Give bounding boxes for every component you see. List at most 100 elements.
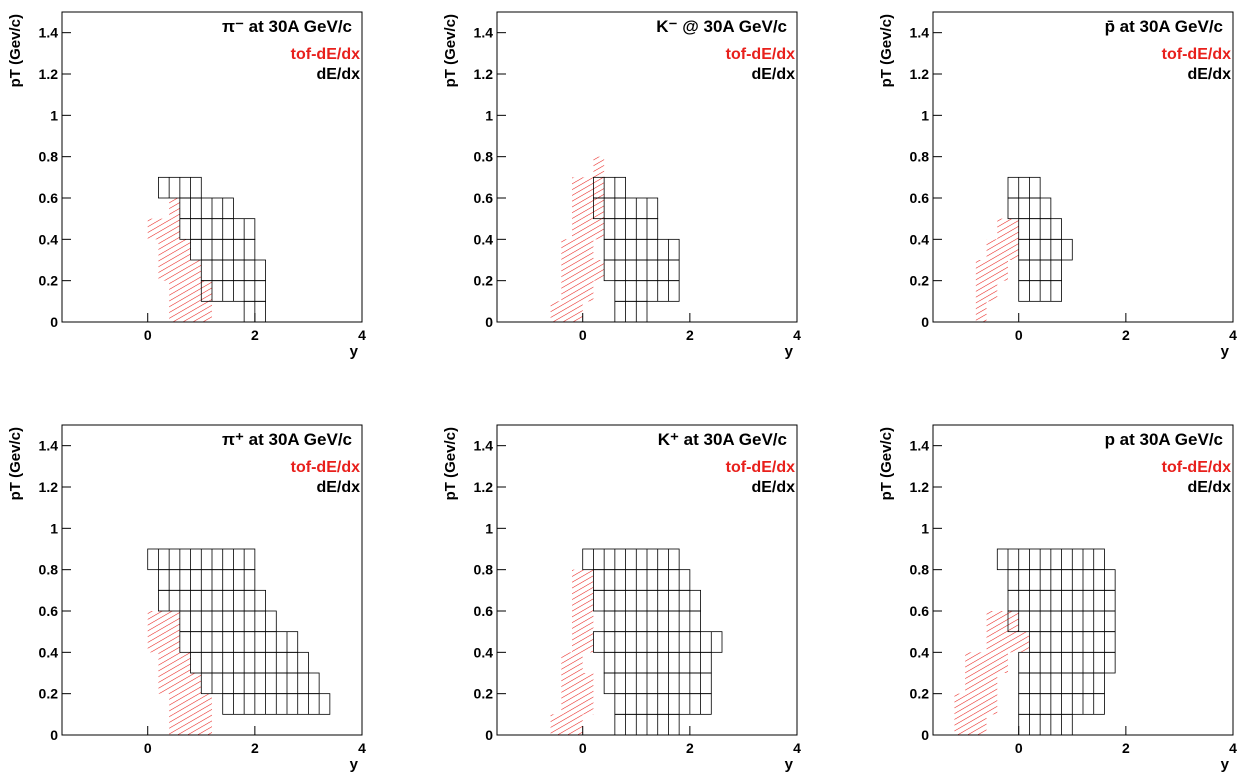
hatched-bin-row: [147, 218, 180, 240]
y-tick-label: 0.8: [39, 562, 59, 578]
y-tick-label: 0.4: [39, 231, 59, 247]
hatched-bin-row: [158, 239, 191, 260]
hatched-bin-row: [975, 301, 987, 322]
y-tick-label: 0.2: [474, 686, 494, 702]
y-tick-label: 1.4: [910, 438, 930, 454]
bin-row: [200, 672, 320, 695]
y-tick-label: 0: [485, 314, 493, 330]
y-tick-label: 0: [50, 314, 58, 330]
x-tick-label: 0: [579, 327, 587, 343]
hatched-bin-row: [986, 631, 1030, 653]
hatched-bin-row: [158, 260, 202, 281]
plot-frame: [61, 11, 363, 323]
bin-row: [158, 569, 256, 591]
x-tick-label: 2: [686, 327, 694, 343]
y-tick-label: 0.6: [39, 190, 59, 206]
panel: 0 0.2 0.4 0.6 0.8 1 1.2 1.4 0 2 4y pT (Gev/c) π⁻ at …: [7, 11, 366, 360]
plot-frame: [61, 424, 363, 736]
bin-row: [603, 238, 680, 261]
panel: 0 0.2 0.4 0.6 0.8 1 1.2 1.4 0 2 4y pT (Gev/c) K⁻ @ 3…: [442, 11, 801, 360]
hatched-bin-row: [986, 239, 1019, 260]
hatched-bin-row: [997, 218, 1019, 240]
x-tick-label: 2: [251, 740, 259, 756]
x-tick-label: 4: [793, 740, 801, 756]
y-tick-label: 1.4: [39, 438, 59, 454]
hatched-bin-row: [975, 260, 1008, 281]
bin-row: [190, 651, 309, 674]
bin-row: [614, 693, 712, 715]
bin-row: [603, 610, 701, 633]
panel-title: K⁺ at 30A GeV/c: [658, 430, 787, 449]
y-tick-label: 0.8: [910, 562, 930, 578]
hatched-bin-row: [158, 652, 191, 673]
x-tick-label: 0: [144, 327, 152, 343]
plot-frame: [932, 11, 1234, 323]
y-tick-label: 1.2: [39, 66, 59, 82]
hatched-bin-row: [572, 218, 605, 240]
hatched-bin-row: [986, 611, 1019, 632]
hatched-bin-row: [593, 156, 605, 178]
hatched-bin-row: [561, 239, 594, 260]
legend-entry: tof-dE/dx: [1162, 459, 1231, 476]
hatched-bin-row: [561, 260, 605, 281]
legend-entry: dE/dx: [1187, 479, 1231, 496]
hatched-bin-row: [147, 611, 180, 632]
x-tick-label: 4: [793, 327, 801, 343]
y-tick-label: 0.6: [910, 190, 930, 206]
legend-entry: dE/dx: [316, 66, 360, 83]
panel-title: π⁻ at 30A GeV/c: [222, 17, 352, 36]
bin-row: [603, 218, 659, 240]
y-tick-label: 1.4: [39, 25, 59, 41]
legend-entry: dE/dx: [751, 479, 795, 496]
y-tick-label: 0: [50, 727, 58, 743]
y-tick-label: 0: [921, 727, 929, 743]
y-tick-label: 0.2: [474, 273, 494, 289]
x-axis-label: y: [785, 756, 794, 772]
hatched-bin-row: [561, 673, 594, 694]
legend-entry: tof-dE/dx: [1162, 46, 1231, 63]
y-axis-label: pT (Gev/c): [878, 427, 895, 500]
y-tick-label: 0: [921, 314, 929, 330]
bin-row: [179, 197, 234, 220]
y-tick-label: 0.4: [39, 644, 59, 660]
bin-row: [614, 300, 648, 323]
x-axis-label: y: [350, 343, 359, 360]
panel: 0 0.2 0.4 0.6 0.8 1 1.2 1.4 0 2 4y pT (Gev/c) p̄ at …: [878, 11, 1237, 360]
legend-entry: tof-dE/dx: [726, 46, 795, 63]
hatched-bin-row: [169, 301, 212, 322]
x-tick-label: 0: [579, 740, 587, 756]
panel: 0 0.2 0.4 0.6 0.8 1 1.2 1.4 0 2 4y pT (Gev/c) p at 3…: [878, 424, 1237, 773]
panel: 0 0.2 0.4 0.6 0.8 1 1.2 1.4 0 2 4y pT (Gev/c) K⁺ at …: [442, 424, 801, 773]
hatched-bin-row: [572, 631, 594, 653]
plot-frame: [932, 424, 1234, 736]
x-axis-label: y: [350, 756, 359, 772]
x-tick-label: 4: [358, 327, 366, 343]
x-tick-label: 0: [1015, 327, 1023, 343]
y-tick-label: 0.6: [910, 603, 930, 619]
y-tick-label: 0.8: [474, 562, 494, 578]
y-axis-label: pT (Gev/c): [442, 14, 459, 87]
x-tick-label: 4: [1229, 740, 1237, 756]
bin-row: [179, 610, 277, 633]
hatched-bin-row: [954, 714, 987, 735]
hatched-bin-row: [572, 177, 605, 198]
hatched-bin-row: [158, 673, 202, 694]
y-tick-label: 0.6: [474, 603, 494, 619]
hatched-bin-row: [550, 714, 583, 735]
y-tick-label: 0.6: [39, 603, 59, 619]
bin-row: [582, 548, 680, 571]
hatched-bin-row: [965, 673, 998, 694]
y-tick-label: 0.2: [910, 273, 930, 289]
bin-row: [1007, 176, 1041, 199]
hatched-bin-row: [572, 590, 594, 611]
y-tick-label: 0.4: [910, 644, 930, 660]
x-tick-label: 0: [1015, 740, 1023, 756]
hatched-bin-row: [147, 631, 180, 653]
hatched-bin-row: [975, 280, 998, 302]
hatched-bin-row: [169, 198, 180, 219]
y-tick-label: 0.6: [474, 190, 494, 206]
y-axis-label: pT (Gev/c): [7, 427, 24, 500]
x-tick-label: 4: [358, 740, 366, 756]
hatched-bin-row: [561, 280, 594, 302]
